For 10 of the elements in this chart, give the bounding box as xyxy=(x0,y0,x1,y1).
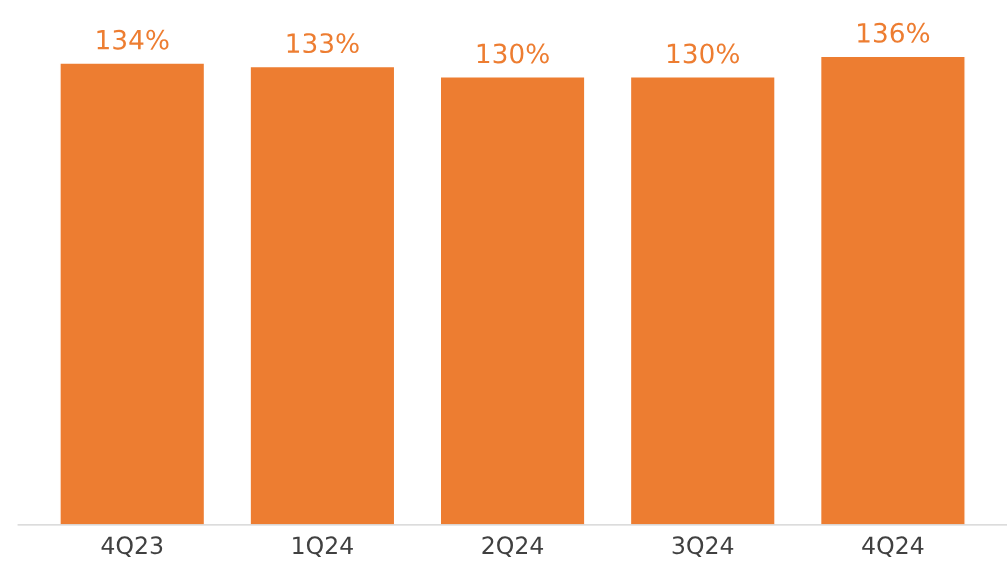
x-tick-label: 4Q24 xyxy=(862,536,924,557)
data-label: 130% xyxy=(667,43,739,64)
data-label: 133% xyxy=(287,33,359,54)
data-label: 136% xyxy=(858,22,930,43)
x-tick-label: 1Q24 xyxy=(293,536,353,557)
x-tick-label: 3Q24 xyxy=(672,536,734,557)
data-label: 134% xyxy=(97,29,169,50)
data-label: 130% xyxy=(477,43,549,64)
x-tick-label: 4Q23 xyxy=(101,536,163,557)
x-tick-label: 2Q24 xyxy=(482,536,544,557)
